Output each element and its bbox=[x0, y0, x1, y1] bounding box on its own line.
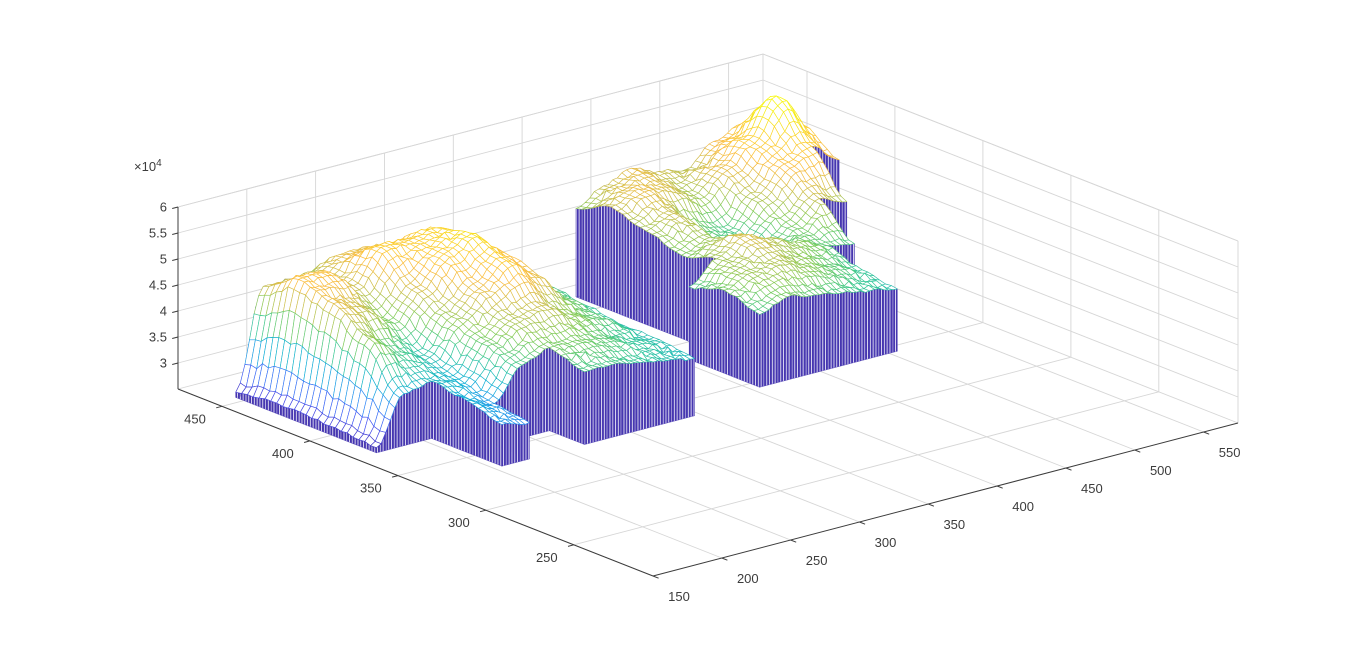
x-axis-tick-label: 550 bbox=[1219, 445, 1241, 460]
axis-lines bbox=[172, 206, 1239, 579]
x-axis-tick-label: 300 bbox=[875, 535, 897, 550]
y-axis-tick-label: 450 bbox=[184, 411, 206, 426]
y-axis-tick-label: 300 bbox=[448, 515, 470, 530]
x-axis-tick-label: 150 bbox=[668, 589, 690, 604]
x-axis-tick-label: 200 bbox=[737, 571, 759, 586]
x-axis-tick-label: 450 bbox=[1081, 481, 1103, 496]
z-axis-tick-label: 5 bbox=[160, 252, 167, 267]
z-axis-tick-label: 4.5 bbox=[149, 278, 167, 293]
z-axis-tick-label: 3.5 bbox=[149, 330, 167, 345]
terrain-mesh bbox=[235, 95, 898, 467]
x-axis-tick-label: 250 bbox=[806, 553, 828, 568]
z-axis-tick-label: 5.5 bbox=[149, 226, 167, 241]
x-axis-tick-label: 400 bbox=[1012, 499, 1034, 514]
x-axis-tick-label: 500 bbox=[1150, 463, 1172, 478]
z-axis-tick-label: 4 bbox=[160, 304, 167, 319]
z-axis-tick-label: 6 bbox=[160, 200, 167, 215]
z-axis-exponent: ×104 bbox=[134, 158, 162, 174]
y-axis-tick-label: 400 bbox=[272, 446, 294, 461]
y-axis-tick-label: 250 bbox=[536, 550, 558, 565]
x-axis-tick-label: 350 bbox=[943, 517, 965, 532]
axis-labels: 150 200 250 300 350 400 450 500 550 250 300 350 400 4… bbox=[134, 158, 1240, 604]
z-axis-tick-label: 3 bbox=[160, 356, 167, 371]
y-axis-tick-label: 350 bbox=[360, 481, 382, 496]
